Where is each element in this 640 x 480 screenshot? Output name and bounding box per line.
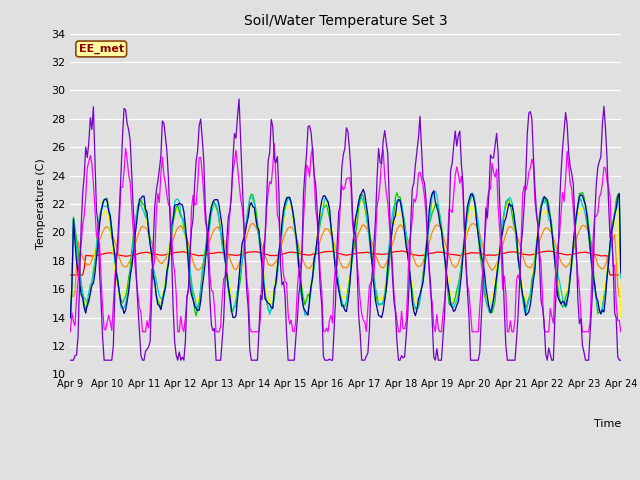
+8cm [617,276,625,281]
+2cm [617,269,625,275]
+32cm [249,329,257,335]
-2cm [307,279,315,285]
+64cm [588,304,595,310]
+32cm [134,291,141,297]
-16cm [588,251,595,257]
+64cm [67,357,74,363]
+16cm [360,186,367,192]
Line: -2cm: -2cm [70,201,621,318]
Line: +32cm: +32cm [70,144,621,332]
+64cm [236,96,243,102]
-2cm [617,315,625,321]
-16cm [397,248,405,254]
-8cm [134,232,141,238]
+8cm [249,196,257,202]
+64cm [134,303,141,309]
-2cm [230,293,238,299]
+16cm [249,204,257,210]
+16cm [588,263,595,269]
+8cm [67,315,74,321]
+8cm [307,287,315,292]
+16cm [67,315,74,321]
-2cm [134,208,141,214]
+32cm [67,329,74,335]
+2cm [230,303,238,309]
Line: +8cm: +8cm [70,191,621,318]
+32cm [588,275,595,281]
+8cm [588,263,595,268]
-2cm [258,255,266,261]
-16cm [307,252,315,258]
+64cm [617,357,625,363]
+64cm [260,265,268,271]
+64cm [250,357,258,363]
+8cm [230,303,238,309]
-8cm [250,222,258,228]
+32cm [308,145,316,151]
-16cm [67,272,74,278]
-16cm [617,272,625,278]
+16cm [230,315,238,321]
-8cm [588,241,595,247]
Text: Time: Time [593,419,621,429]
Line: -16cm: -16cm [70,251,621,275]
-8cm [308,261,316,267]
+32cm [230,159,238,165]
-16cm [230,252,238,258]
+8cm [431,188,439,194]
+2cm [588,247,595,252]
-2cm [249,205,257,211]
Line: -8cm: -8cm [70,224,621,296]
Line: +64cm: +64cm [70,99,621,360]
-2cm [588,258,595,264]
Line: +2cm: +2cm [70,192,621,318]
-8cm [249,221,257,227]
Line: +16cm: +16cm [70,189,621,318]
+2cm [258,262,266,267]
+16cm [617,270,625,276]
+8cm [134,201,141,207]
-2cm [505,198,513,204]
Text: EE_met: EE_met [79,44,124,54]
+16cm [307,283,315,289]
-16cm [134,251,141,257]
-16cm [258,251,266,256]
-8cm [67,293,74,299]
Title: Soil/Water Temperature Set 3: Soil/Water Temperature Set 3 [244,14,447,28]
+2cm [579,190,586,195]
+32cm [258,265,266,271]
+2cm [307,283,315,288]
+32cm [271,141,278,146]
Y-axis label: Temperature (C): Temperature (C) [36,158,45,250]
+2cm [134,207,141,213]
-8cm [260,249,268,255]
+64cm [308,148,316,154]
-2cm [67,315,74,321]
+32cm [617,329,625,335]
+16cm [258,265,266,271]
+16cm [134,209,141,215]
+2cm [249,192,257,198]
-8cm [617,293,625,299]
+8cm [258,258,266,264]
-16cm [249,249,257,255]
+64cm [230,131,238,136]
-8cm [230,266,238,272]
+2cm [67,315,74,321]
